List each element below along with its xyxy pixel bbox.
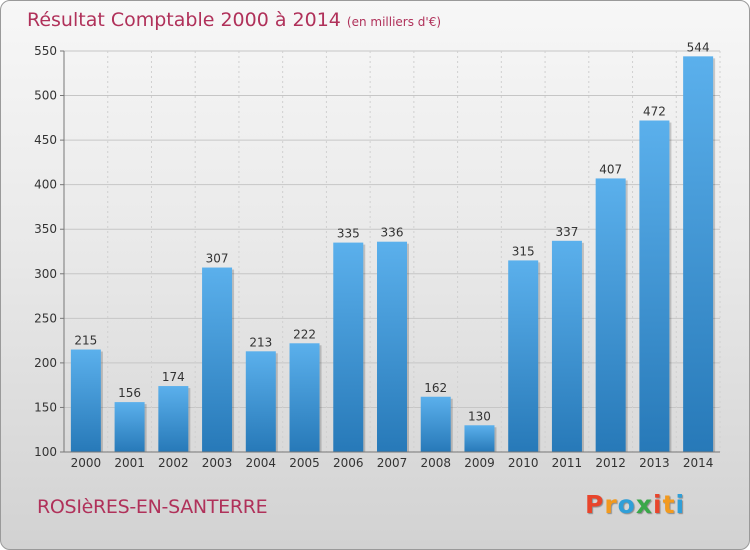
unit-label: (en milliers d'€)	[346, 15, 442, 29]
data-label-2007: 336	[381, 226, 404, 240]
data-label-2005: 222	[293, 327, 316, 341]
x-tick-label-2011: 2011	[552, 456, 583, 470]
y-tick-label: 550	[34, 44, 57, 58]
bar-2002	[158, 386, 189, 452]
chart-title-text: Résultat Comptable 2000 à 2014	[27, 9, 341, 31]
x-tick-label-2009: 2009	[464, 456, 495, 470]
y-tick-label: 500	[34, 89, 57, 103]
chart-title: Résultat Comptable 2000 à 2014 (en millie…	[27, 9, 441, 31]
data-label-2000: 215	[74, 334, 97, 348]
logo-letter: i	[675, 490, 686, 519]
bar-2013	[639, 120, 670, 453]
bar-2006	[333, 242, 364, 452]
x-tick-label-2000: 2000	[71, 456, 102, 470]
bar-2014	[683, 56, 714, 452]
y-tick-label: 300	[34, 267, 57, 281]
bars-layer: 215 156 174 307 213 222 335 336 162 130 315 337 407 4…	[70, 40, 716, 453]
proxiti-logo: Proxiti	[585, 490, 685, 519]
y-tick-label: 400	[34, 178, 57, 192]
bar-2012	[595, 178, 626, 452]
x-tick-label-2001: 2001	[114, 456, 145, 470]
axis-layer: 100 150 200 250 300 350 400 450 500 550 2000 2001 20…	[34, 44, 720, 470]
y-tick-label: 450	[34, 133, 57, 147]
data-label-2013: 472	[643, 105, 666, 119]
y-tick-label: 250	[34, 311, 57, 325]
logo-letter: r	[604, 490, 618, 519]
y-tick-label: 150	[34, 400, 57, 414]
x-tick-label-2003: 2003	[202, 456, 233, 470]
logo-letter: i	[653, 490, 663, 519]
y-tick-label: 200	[34, 356, 57, 370]
bar-2007	[377, 241, 407, 452]
logo-letter: o	[617, 490, 636, 519]
bar-2010	[508, 260, 539, 452]
logo-letter: P	[585, 490, 605, 519]
x-tick-label-2005: 2005	[289, 456, 320, 470]
y-tick-label: 350	[34, 222, 57, 236]
bar-2011	[551, 240, 582, 452]
bar-2008	[420, 396, 451, 452]
data-label-2001: 156	[118, 386, 141, 400]
data-label-2009: 130	[468, 409, 491, 423]
x-tick-label-2008: 2008	[420, 456, 451, 470]
data-label-2012: 407	[599, 162, 622, 176]
commune-name: ROSIèRES-EN-SANTERRE	[37, 496, 268, 518]
bar-2004	[245, 351, 276, 452]
logo-letter: t	[662, 490, 676, 519]
bar-2005	[289, 343, 320, 452]
data-label-2011: 337	[555, 225, 578, 239]
data-label-2010: 315	[512, 244, 535, 258]
data-label-2004: 213	[249, 335, 272, 349]
data-label-2006: 335	[337, 227, 360, 241]
x-tick-label-2006: 2006	[333, 456, 364, 470]
data-label-2003: 307	[206, 252, 229, 266]
data-label-2014: 544	[687, 40, 710, 54]
x-tick-label-2007: 2007	[377, 456, 408, 470]
bar-2000	[70, 349, 101, 452]
bar-2009	[464, 425, 495, 452]
bar-2001	[114, 402, 145, 452]
y-tick-label: 100	[34, 445, 57, 459]
bar-2003	[202, 267, 233, 452]
x-tick-label-2014: 2014	[683, 456, 714, 470]
x-tick-label-2013: 2013	[639, 456, 670, 470]
x-tick-label-2002: 2002	[158, 456, 189, 470]
logo-letter: x	[635, 490, 653, 519]
data-label-2002: 174	[162, 370, 185, 384]
x-tick-label-2004: 2004	[246, 456, 277, 470]
data-label-2008: 162	[424, 381, 447, 395]
x-tick-label-2010: 2010	[508, 456, 539, 470]
x-tick-label-2012: 2012	[595, 456, 626, 470]
